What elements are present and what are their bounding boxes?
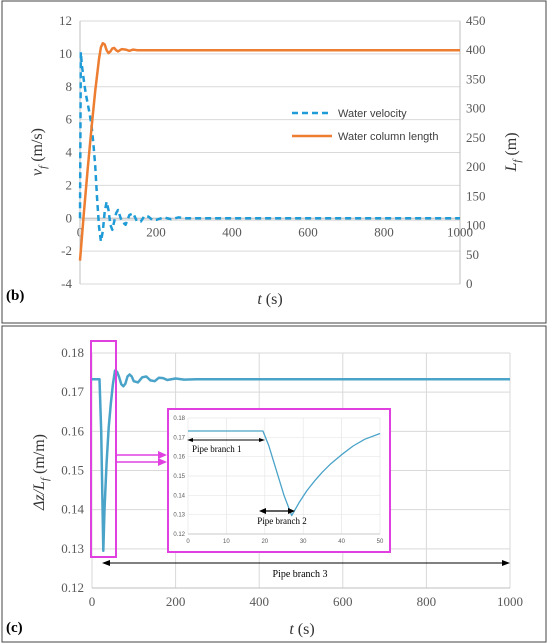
panel-b-x-tick-label: 400 [222, 224, 242, 239]
panel-b-y2-tick-label: 350 [466, 71, 486, 86]
inset-y-tick-label: 0.16 [173, 455, 185, 461]
panel-c-y-tick-label: 0.16 [61, 423, 84, 438]
panel-c-x-tick-label: 800 [417, 594, 437, 609]
panel-b-y2-tick-label: 100 [466, 218, 486, 233]
panel-b-y2-tick-label: 300 [466, 101, 486, 116]
inset-y-tick-label: 0.14 [173, 493, 185, 499]
inset-y-tick-label: 0.18 [173, 416, 185, 422]
panel-b-x-tick-label: 800 [374, 224, 394, 239]
pipe-branch-2-label: Pipe branch 2 [257, 516, 307, 526]
panel-c-x-label: t (s) [289, 621, 314, 638]
panel-b-y2-tick-label: 450 [466, 13, 486, 28]
panel-c-y-tick-label: 0.17 [61, 384, 84, 399]
inset-x-tick-label: 10 [223, 539, 230, 545]
panel-c-y-tick-label: 0.18 [61, 345, 84, 360]
panel-b-y-tick-label: -2 [61, 243, 72, 258]
panel-b-y-tick-label: 2 [66, 177, 73, 192]
legend-label-water-velocity: Water velocity [338, 108, 407, 120]
panel-b-frame [1, 0, 547, 324]
panel-c-label: (c) [6, 620, 23, 636]
panel-c-y-tick-label: 0.13 [61, 541, 84, 556]
pipe-branch-3-label: Pipe branch 3 [273, 569, 328, 580]
panel-b-y-tick-label: -4 [61, 276, 72, 291]
panel-b-y2-tick-label: 400 [466, 42, 486, 57]
panel-c-y-label: Δz/Lf (m/m) [31, 434, 51, 511]
inset-x-tick-label: 0 [186, 539, 190, 545]
pipe-branch-2-arrow [259, 508, 295, 514]
panel-b-x-tick-label: 600 [298, 224, 318, 239]
panel-b-y2-tick-label: 200 [466, 159, 486, 174]
panel-b-legend: Water velocity Water column length [292, 108, 438, 143]
panel-b-y2-tick-label: 150 [466, 188, 486, 203]
panel-b-y2-tick-label: 250 [466, 130, 486, 145]
water-column-length-line [78, 41, 460, 261]
inset-x-tick-label: 50 [377, 539, 384, 545]
panel-b-y2-label: Lf (m) [503, 132, 523, 172]
head-ratio-line [92, 369, 510, 553]
panel-c-y-tick-label: 0.12 [61, 580, 84, 595]
inset-x-tick-label: 40 [338, 539, 345, 545]
inset-x-tick-label: 30 [300, 539, 307, 545]
panel-b-x-label: t (s) [257, 291, 282, 308]
panel-b-y2-tick-label: 0 [466, 276, 473, 291]
panel-b-y-tick-label: 8 [66, 79, 73, 94]
inset-y-tick-label: 0.13 [173, 513, 185, 519]
inset-y-tick-label: 0.17 [173, 435, 185, 441]
panel-b-y2-tick-label: 50 [466, 247, 479, 262]
panel-b-x-tick-label: 200 [146, 224, 166, 239]
panel-b-y-tick-label: 0 [66, 210, 73, 225]
panel-b-label: (b) [6, 288, 24, 304]
panel-c-x-tick-label: 200 [166, 594, 186, 609]
panel-c-x-tick-label: 0 [89, 594, 96, 609]
panel-b-y-tick-label: 12 [59, 13, 72, 28]
legend-label-water-column-length: Water column length [338, 131, 438, 143]
zoom-region-box [90, 340, 117, 558]
pipe-branch-1-arrow [187, 438, 265, 442]
panel-c-x-tick-label: 1000 [497, 594, 523, 609]
panel-c-y-tick-label: 0.15 [61, 463, 84, 478]
panel-b-y-label: vf (m/s) [29, 128, 49, 176]
panel-c-frame [1, 325, 547, 643]
panel-b-y-tick-label: 6 [66, 112, 73, 127]
panel-c-x-tick-label: 400 [249, 594, 269, 609]
panel-b-chart: -4 -2 0 2 4 6 8 10 12 0 50 100 150 200 250 300 350 400 450… [59, 13, 486, 291]
inset-chart: 0.12 0.13 0.14 0.15 0.16 0.17 0.18 0 10 20 30 40 50 [173, 416, 384, 545]
inset-y-tick-label: 0.12 [173, 532, 185, 538]
panel-c-y-tick-label: 0.14 [61, 502, 84, 517]
zoom-pointer-arrows [117, 451, 167, 466]
inset-head-ratio-line [188, 430, 381, 517]
panel-b-y-tick-label: 4 [66, 145, 73, 160]
pipe-branch-3-arrow [102, 560, 510, 566]
water-velocity-line [78, 50, 460, 243]
pipe-branch-1-label: Pipe branch 1 [192, 444, 242, 454]
panel-c-x-tick-label: 600 [333, 594, 353, 609]
inset-y-tick-label: 0.15 [173, 474, 185, 480]
inset-x-tick-label: 20 [261, 539, 268, 545]
panel-b-y-tick-label: 10 [59, 46, 72, 61]
